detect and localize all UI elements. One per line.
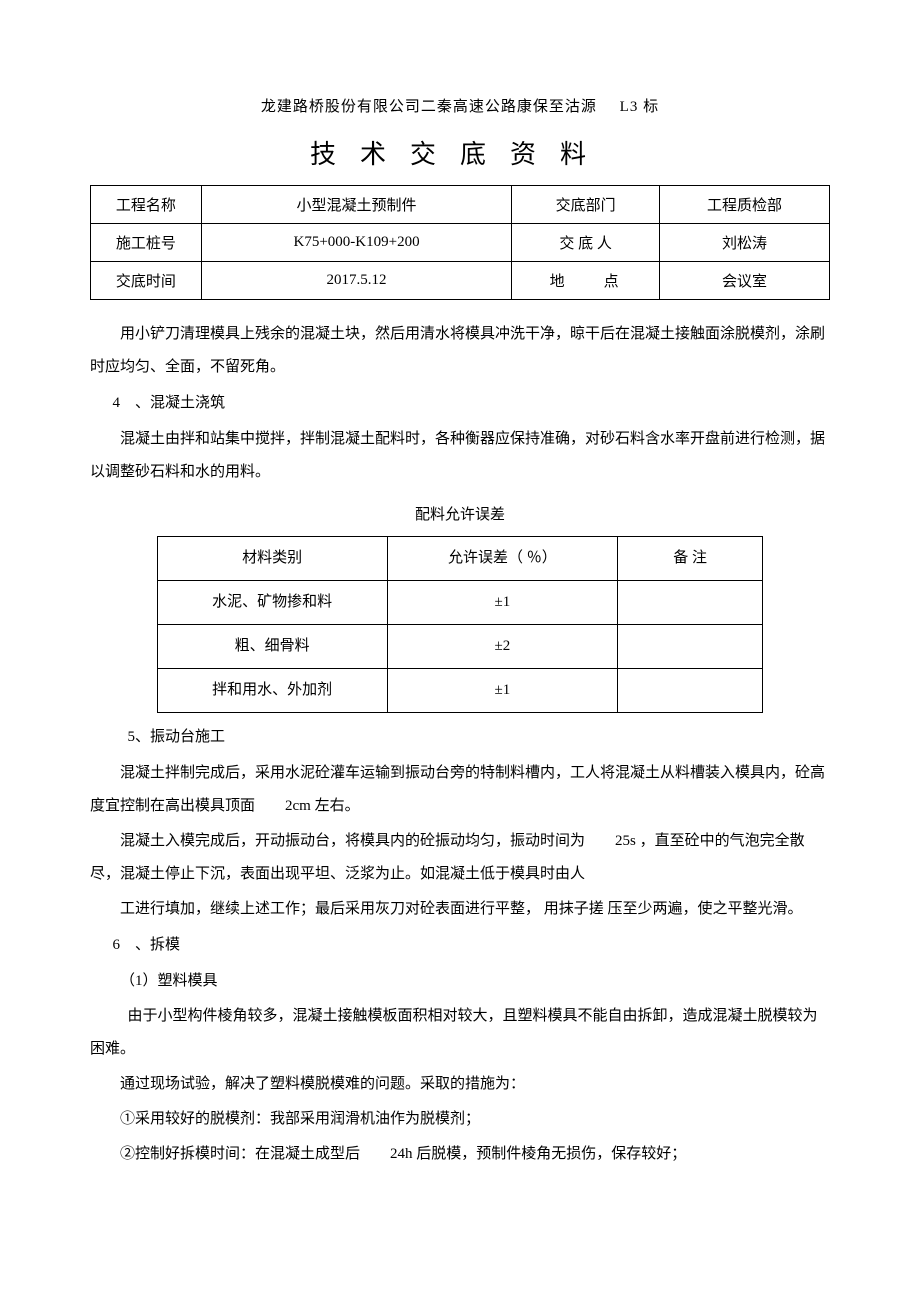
tolerance-caption: 配料允许误差 [90, 499, 830, 532]
sub-section-heading: （1）塑料模具 [90, 965, 830, 998]
cell-person-label: 交 底 人 [512, 224, 660, 262]
cell-tolerance: ±2 [387, 625, 617, 669]
paragraph: ②控制好拆模时间：在混凝土成型后 24h 后脱模，预制件棱角无损伤，保存较好； [90, 1138, 830, 1171]
cell-material: 拌和用水、外加剂 [157, 669, 387, 713]
section-4-heading: 4 、混凝土浇筑 [90, 387, 830, 420]
cell-person-value: 刘松涛 [660, 224, 830, 262]
cell-tolerance: ±1 [387, 581, 617, 625]
table-row: 工程名称 小型混凝土预制件 交底部门 工程质检部 [91, 186, 830, 224]
paragraph: 工进行填加，继续上述工作；最后采用灰刀对砼表面进行平整， 用抹子搓 压至少两遍，… [90, 893, 830, 926]
paragraph: 通过现场试验，解决了塑料模脱模难的问题。采取的措施为： [90, 1068, 830, 1101]
cell-place-label: 地 点 [512, 262, 660, 300]
info-table: 工程名称 小型混凝土预制件 交底部门 工程质检部 施工桩号 K75+000-K1… [90, 185, 830, 300]
company-line: 龙建路桥股份有限公司二秦高速公路康保至沽源 L3 标 [90, 95, 830, 116]
document-title: 技术交底资料 [90, 134, 830, 171]
cell-material: 水泥、矿物掺和料 [157, 581, 387, 625]
cell-time-value: 2017.5.12 [201, 262, 511, 300]
cell-dept-value: 工程质检部 [660, 186, 830, 224]
cell-project-name-label: 工程名称 [91, 186, 202, 224]
section-5-heading: 5、振动台施工 [90, 721, 830, 754]
section-6-heading: 6 、拆模 [90, 929, 830, 962]
table-row: 拌和用水、外加剂 ±1 [157, 669, 763, 713]
tolerance-table: 材料类别 允许误差（ ％） 备 注 水泥、矿物掺和料 ±1 粗、细骨料 ±2 拌… [157, 536, 764, 713]
cell-note [617, 669, 762, 713]
paragraph: ①采用较好的脱模剂：我部采用润滑机油作为脱模剂； [90, 1103, 830, 1136]
paragraph: 混凝土拌制完成后，采用水泥砼灌车运输到振动台旁的特制料槽内，工人将混凝土从料槽装… [90, 757, 830, 823]
th-tolerance: 允许误差（ ％） [387, 537, 617, 581]
cell-project-name-value: 小型混凝土预制件 [201, 186, 511, 224]
table-row: 粗、细骨料 ±2 [157, 625, 763, 669]
cell-note [617, 581, 762, 625]
th-note: 备 注 [617, 537, 762, 581]
paragraph: 混凝土由拌和站集中搅拌，拌制混凝土配料时，各种衡器应保持准确，对砂石料含水率开盘… [90, 423, 830, 489]
table-row: 施工桩号 K75+000-K109+200 交 底 人 刘松涛 [91, 224, 830, 262]
cell-material: 粗、细骨料 [157, 625, 387, 669]
cell-dept-label: 交底部门 [512, 186, 660, 224]
table-row: 水泥、矿物掺和料 ±1 [157, 581, 763, 625]
label-code: L3 标 [620, 99, 659, 115]
table-row: 交底时间 2017.5.12 地 点 会议室 [91, 262, 830, 300]
paragraph: 混凝土入模完成后，开动振动台，将模具内的砼振动均匀，振动时间为 25s ，直至砼… [90, 825, 830, 891]
cell-tolerance: ±1 [387, 669, 617, 713]
content-body: 用小铲刀清理模具上残余的混凝土块，然后用清水将模具冲洗干净，晾干后在混凝土接触面… [90, 318, 830, 1171]
table-row: 材料类别 允许误差（ ％） 备 注 [157, 537, 763, 581]
paragraph: 由于小型构件棱角较多，混凝土接触模板面积相对较大，且塑料模具不能自由拆卸，造成混… [90, 1000, 830, 1066]
cell-note [617, 625, 762, 669]
cell-time-label: 交底时间 [91, 262, 202, 300]
paragraph: 用小铲刀清理模具上残余的混凝土块，然后用清水将模具冲洗干净，晾干后在混凝土接触面… [90, 318, 830, 384]
cell-pile-value: K75+000-K109+200 [201, 224, 511, 262]
company-name: 龙建路桥股份有限公司二秦高速公路康保至沽源 [261, 99, 597, 115]
cell-pile-label: 施工桩号 [91, 224, 202, 262]
th-material: 材料类别 [157, 537, 387, 581]
cell-place-value: 会议室 [660, 262, 830, 300]
